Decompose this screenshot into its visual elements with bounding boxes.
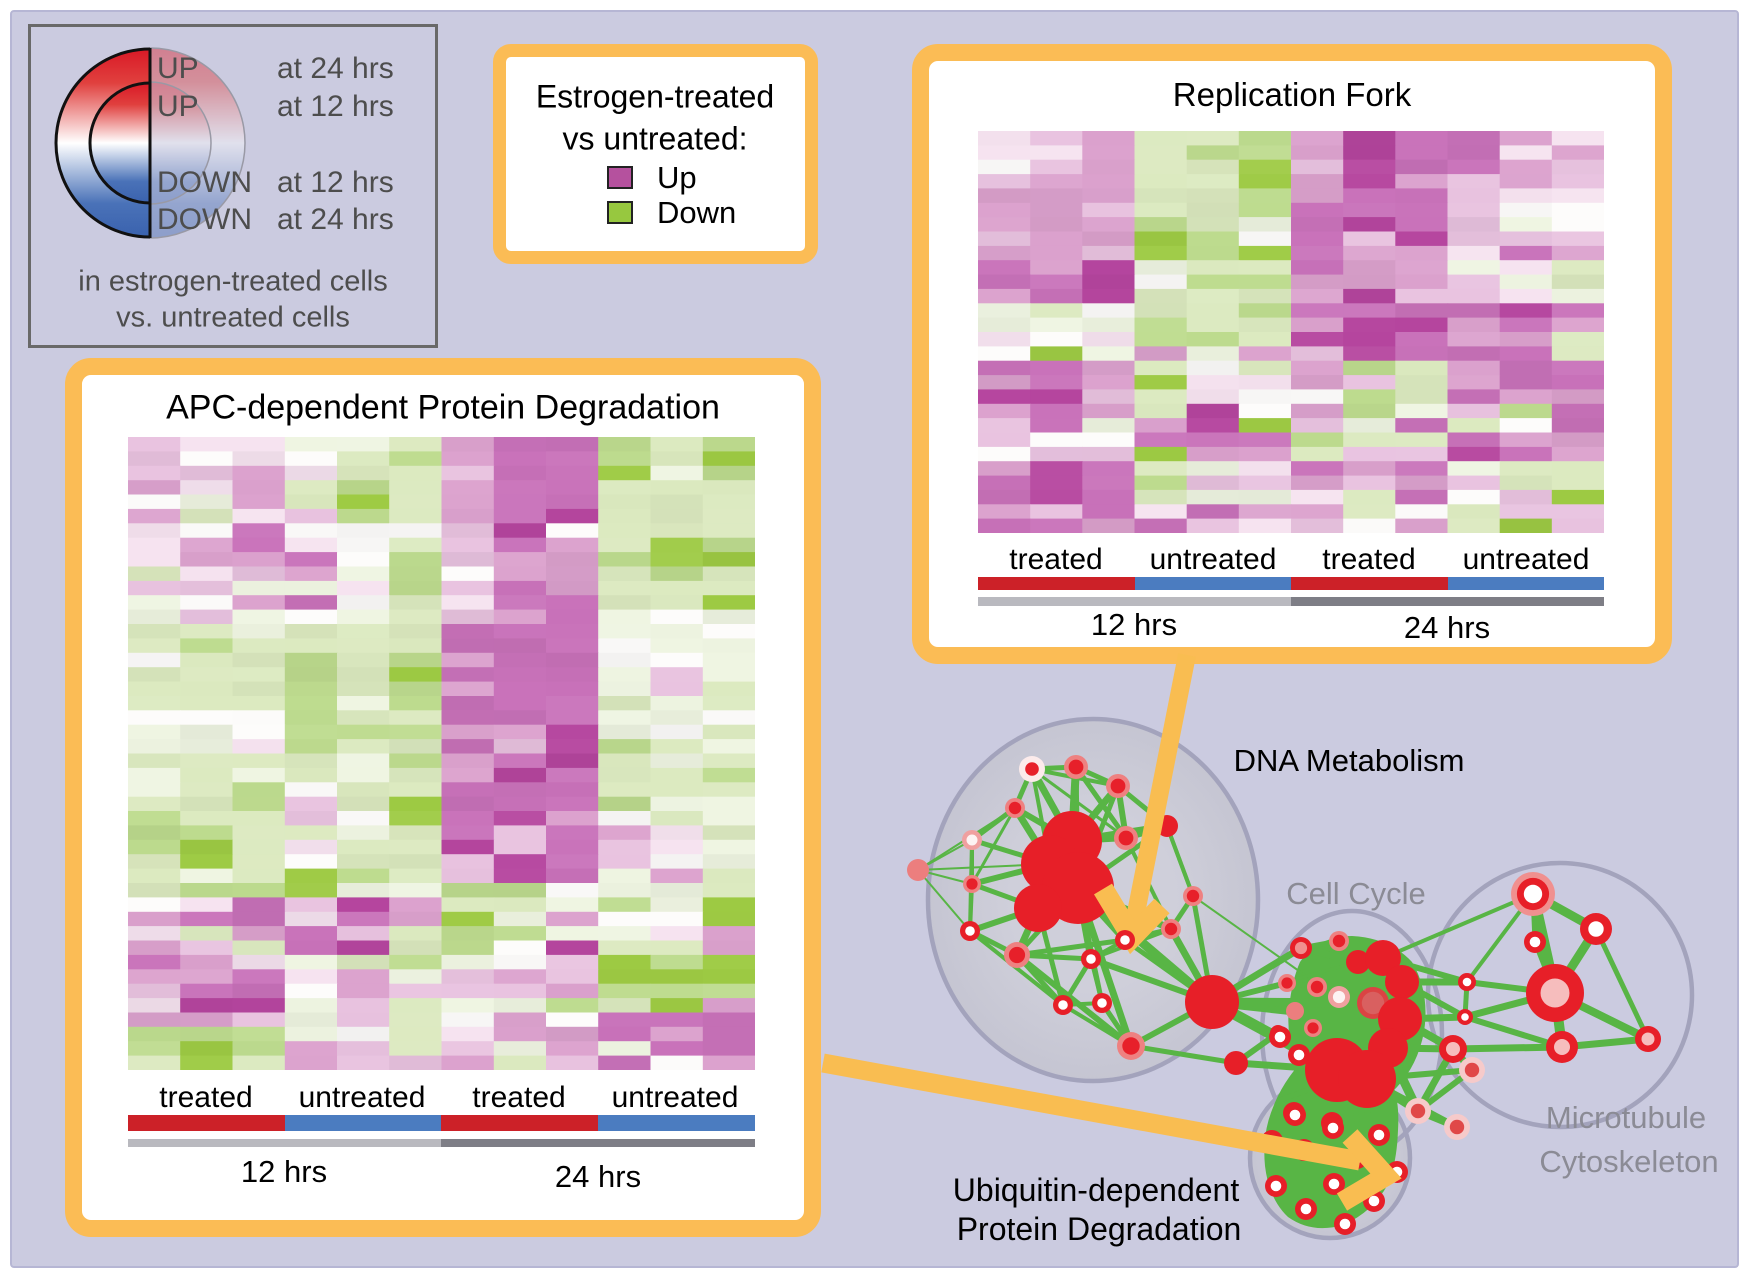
svg-text:Microtubule: Microtubule	[1546, 1100, 1706, 1135]
svg-text:Protein Degradation: Protein Degradation	[957, 1211, 1242, 1247]
svg-text:DNA Metabolism: DNA Metabolism	[1234, 743, 1465, 778]
svg-text:Cell Cycle: Cell Cycle	[1286, 876, 1426, 911]
svg-text:Cytoskeleton: Cytoskeleton	[1539, 1144, 1718, 1179]
svg-text:Ubiquitin-dependent: Ubiquitin-dependent	[953, 1172, 1240, 1208]
